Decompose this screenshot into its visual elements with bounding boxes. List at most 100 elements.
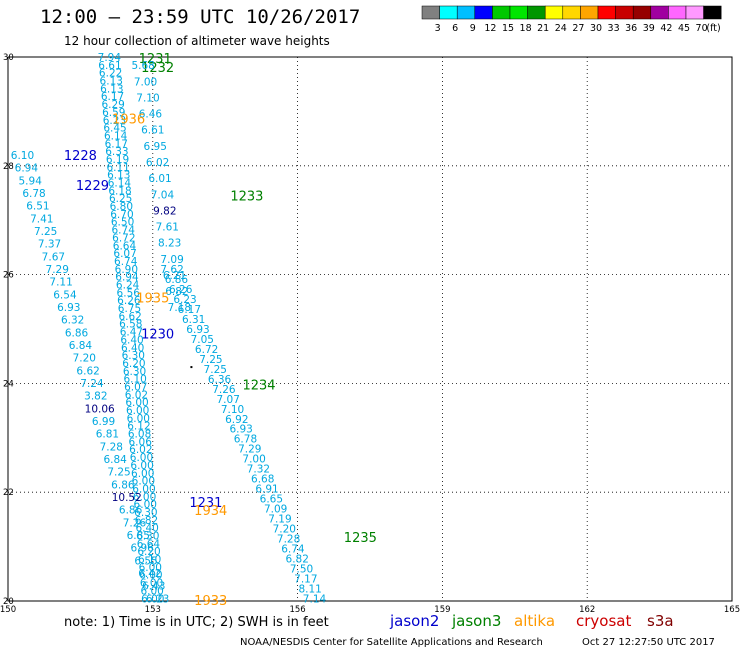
swh-value-label: 6.00 (131, 468, 154, 480)
swh-value-label: 6.61 (98, 60, 121, 72)
altika-pass-label: 1936 (112, 112, 145, 127)
swh-value-label: 6.26 (169, 284, 193, 296)
y-tick-label: 22 (3, 488, 14, 498)
colorbar-label: 18 (520, 23, 532, 34)
chart-title: 12:00 – 23:59 UTC 10/26/2017 (40, 6, 361, 28)
colorbar-label: (ft) (706, 23, 720, 34)
swh-value-label: 6.29 (101, 99, 124, 111)
swh-value-label: 6.00 (139, 562, 162, 574)
swh-value-label: 6.82 (165, 286, 188, 298)
swh-value-label: 6.50 (111, 217, 134, 229)
swh-value-label: 7.26 (123, 517, 147, 529)
swh-value-label: 7.41 (30, 213, 53, 225)
swh-value-label: 7.28 (277, 533, 300, 545)
swh-value-label: 6.95 (144, 141, 167, 153)
swh-value-label: 6.33 (105, 146, 128, 158)
swh-value-label: 6.86 (119, 505, 143, 517)
swh-value-label: 6.92 (225, 414, 248, 426)
swh-value-label: 6.00 (132, 483, 155, 495)
footer-credit: NOAA/NESDIS Center for Satellite Applica… (240, 637, 543, 648)
swh-value-label: 7.37 (38, 239, 61, 251)
y-tick-label: 24 (3, 379, 14, 389)
swh-value-label: 6.23 (173, 294, 196, 306)
altika-pass-label: 1933 (194, 594, 227, 609)
swh-value-label: 6.86 (165, 274, 189, 286)
x-tick-label: 162 (579, 605, 595, 615)
swh-value-label: 6.80 (110, 201, 133, 213)
swh-value-label: 6.08 (128, 429, 151, 441)
swh-value-label: 7.24 (80, 378, 104, 390)
swh-value-label: 6.64 (113, 240, 137, 252)
swh-value-label: 7.32 (247, 464, 270, 476)
colorbar-swatch (703, 5, 722, 20)
pass-time-label: 1229 (76, 179, 109, 194)
swh-value-label: 6.30 (123, 366, 146, 378)
colorbar-swatch (580, 5, 599, 20)
swh-value-label: 6.23 (146, 593, 169, 605)
swh-value-label: 7.25 (199, 354, 222, 366)
swh-value-label: 6.78 (22, 188, 45, 200)
swh-value-label: 6.02 (129, 444, 152, 456)
colorbar-swatch (668, 5, 687, 20)
swh-value-label: 6.14 (104, 130, 128, 142)
swh-value-label: 6.00 (140, 585, 163, 597)
pass-time-label: 1232 (141, 61, 174, 76)
swh-value-label: 8.11 (298, 583, 321, 595)
swh-value-label: 6.20 (122, 358, 145, 370)
colorbar-label: 39 (643, 23, 655, 34)
swh-value-label: 6.86 (111, 479, 135, 491)
swh-value-label: 6.18 (108, 185, 131, 197)
swh-value-label: 6.14 (108, 178, 132, 190)
swh-value-label: 6.40 (121, 342, 144, 354)
colorbar-swatch (544, 5, 564, 20)
swh-value-label: 6.59 (102, 107, 125, 119)
colorbar-swatch (474, 5, 493, 20)
colorbar-swatch (597, 5, 616, 20)
swh-value-label: 6.46 (139, 109, 163, 121)
swh-value-label: 7.25 (107, 467, 130, 479)
marker-dot (190, 366, 193, 369)
swh-value-label: 7.94 (98, 52, 122, 64)
swh-value-label: 5.94 (19, 175, 43, 187)
colorbar-swatch (562, 5, 581, 20)
swh-value-label: 6.47 (120, 327, 143, 339)
colorbar-swatch (492, 5, 511, 20)
colorbar-swatch (509, 5, 528, 20)
plot-frame (7, 56, 733, 602)
x-tick-label: 165 (724, 605, 740, 615)
footer-note: note: 1) Time is in UTC; 2) SWH is in fe… (64, 615, 329, 630)
swh-value-label: 6.24 (116, 279, 140, 291)
colorbar-swatch (615, 5, 634, 20)
colorbar-label: 42 (660, 23, 672, 34)
colorbar-swatch (456, 5, 476, 20)
swh-value-label: 6.07 (113, 248, 136, 260)
satellite-legend-altika: altika (514, 612, 555, 630)
swh-value-label: 6.00 (126, 405, 149, 417)
satellite-legend-s3a: s3a (647, 612, 674, 630)
swh-value-label: 6.00 (130, 452, 153, 464)
swh-value-label: 7.00 (134, 76, 157, 88)
swh-value-label: 10.06 (85, 403, 115, 415)
colorbar-label: 21 (537, 23, 549, 34)
colorbar-swatch (527, 5, 546, 20)
swh-value-label: 6.74 (112, 225, 136, 237)
swh-value-label: 6.74 (114, 256, 138, 268)
swh-value-label: 6.23 (103, 115, 126, 127)
swh-value-label: 7.20 (273, 523, 296, 535)
satellite-legend-jason2: jason2 (389, 612, 439, 630)
swh-value-label: 6.72 (112, 232, 135, 244)
altika-pass-label: 1934 (194, 504, 227, 519)
swh-value-label: 6.06 (129, 436, 153, 448)
x-tick-label: 150 (0, 605, 16, 615)
swh-value-label: 6.55 (134, 555, 157, 567)
swh-value-label: 6.58 (119, 319, 142, 331)
y-tick-label: 20 (3, 597, 14, 607)
swh-value-label: 6.82 (135, 515, 158, 527)
x-tick-label: 159 (434, 605, 450, 615)
x-tick-label: 156 (289, 605, 305, 615)
swh-value-label: 6.62 (76, 365, 99, 377)
swh-value-label: 6.30 (136, 531, 159, 543)
x-tick-label: 153 (145, 605, 161, 615)
swh-value-label: 7.29 (46, 264, 69, 276)
